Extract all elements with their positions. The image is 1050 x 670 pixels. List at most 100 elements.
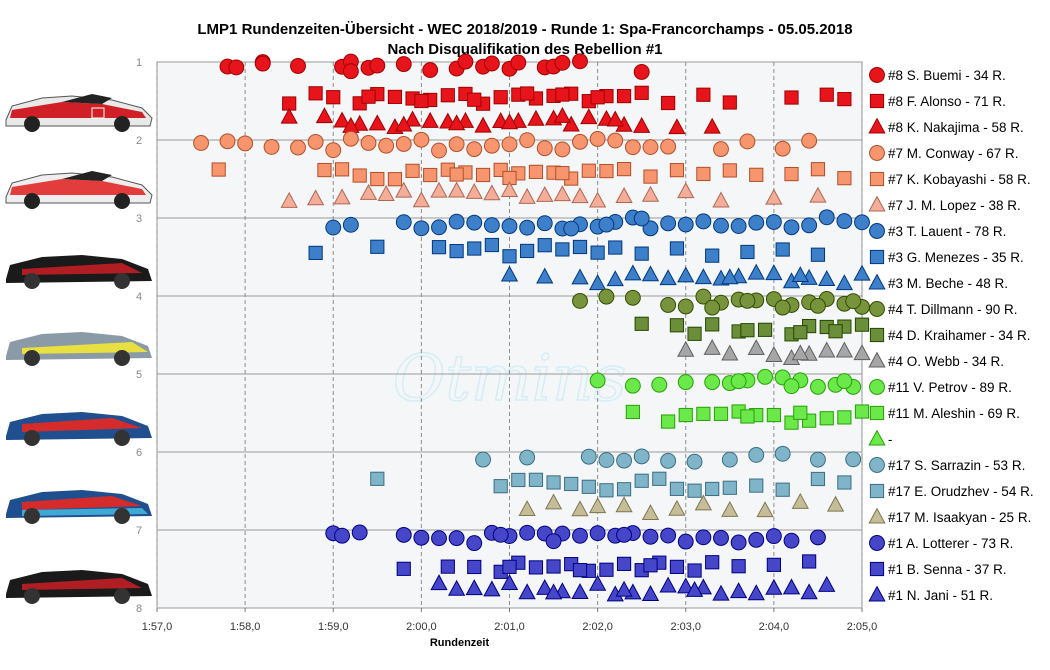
data-point <box>431 142 447 159</box>
data-point <box>801 132 818 149</box>
legend-label: - <box>888 431 893 447</box>
data-point <box>677 340 695 357</box>
legend-label: #4 D. Kraihamer - 34 R. <box>888 327 1031 343</box>
data-point <box>685 580 704 597</box>
data-point <box>828 324 843 339</box>
legend-marker <box>869 561 885 577</box>
data-point <box>730 373 747 390</box>
toyota-7-car-image <box>5 171 153 209</box>
legend-marker-icon <box>868 118 886 134</box>
data-point <box>677 533 694 550</box>
data-point <box>782 578 801 595</box>
data-point <box>660 297 677 313</box>
data-point <box>237 135 254 152</box>
data-point <box>483 137 500 154</box>
data-point <box>722 163 737 178</box>
data-point <box>651 376 668 393</box>
data-point <box>414 93 429 109</box>
data-point <box>325 219 342 236</box>
data-point <box>696 406 711 421</box>
data-point <box>571 583 589 599</box>
data-point <box>633 64 650 80</box>
data-point <box>669 163 685 178</box>
data-point <box>457 53 474 70</box>
data-point <box>395 214 412 231</box>
data-point <box>826 495 845 512</box>
y-tick-label: 1 <box>136 57 142 69</box>
data-point <box>809 378 826 395</box>
data-point <box>819 411 834 426</box>
data-point <box>686 453 703 470</box>
legend-item: #17 M. Isaakyan - 25 R. <box>868 504 1050 530</box>
data-point <box>660 527 677 544</box>
legend-marker-icon <box>869 223 885 239</box>
legend-marker <box>868 274 886 290</box>
data-point <box>361 89 376 104</box>
legend-marker <box>868 586 886 602</box>
data-point <box>528 560 544 575</box>
data-point <box>677 266 695 283</box>
data-point <box>588 497 607 514</box>
y-tick-label: 7 <box>136 525 142 537</box>
legend-marker-icon <box>869 457 885 473</box>
data-point <box>572 563 588 578</box>
data-point <box>641 584 660 601</box>
data-point <box>431 530 447 547</box>
data-point <box>766 557 781 572</box>
data-point <box>387 89 403 105</box>
data-point <box>722 480 737 495</box>
data-point <box>519 219 536 236</box>
legend-marker-icon <box>869 379 885 395</box>
data-point <box>642 220 659 237</box>
data-point <box>475 167 491 183</box>
data-point <box>430 574 448 591</box>
data-point <box>412 191 431 208</box>
data-point <box>669 318 685 333</box>
data-point <box>536 267 554 284</box>
smp-11-car-image <box>6 412 152 446</box>
legend-label: #11 V. Petrov - 89 R. <box>888 379 1012 395</box>
data-point <box>652 471 667 486</box>
data-point <box>669 241 685 256</box>
data-point <box>661 414 676 429</box>
data-point <box>334 527 351 544</box>
data-point <box>440 559 455 574</box>
data-point <box>502 559 517 574</box>
data-point <box>572 292 588 309</box>
data-point <box>800 583 818 600</box>
data-point <box>378 137 395 154</box>
data-point <box>555 87 570 102</box>
data-point <box>705 555 720 570</box>
data-point <box>520 86 535 101</box>
data-point <box>555 242 570 257</box>
data-point <box>616 162 632 177</box>
data-point <box>643 169 658 184</box>
data-point <box>748 446 765 463</box>
data-point <box>775 242 790 257</box>
data-point <box>730 534 747 551</box>
legend-label: #8 F. Alonso - 71 R. <box>888 93 1006 109</box>
data-point <box>606 110 624 127</box>
data-point <box>721 344 739 361</box>
legend-item: #1 A. Lotterer - 73 R. <box>868 530 1050 556</box>
data-point <box>837 92 852 107</box>
data-point <box>729 582 748 599</box>
data-point <box>484 237 499 253</box>
chart-subtitle: Nach Disqualifikation des Rebellion #1 <box>387 41 663 58</box>
data-point <box>290 58 306 74</box>
data-point <box>661 95 676 111</box>
data-point <box>633 448 650 465</box>
data-point <box>571 268 589 285</box>
data-point <box>475 451 492 468</box>
data-point <box>695 213 712 230</box>
legend-marker-icon <box>868 430 886 446</box>
data-point <box>219 133 236 150</box>
data-point <box>659 576 677 593</box>
data-point <box>280 191 298 208</box>
legend-marker <box>869 145 885 161</box>
data-point <box>642 528 659 545</box>
x-tick-label: 2:00,0 <box>406 621 437 633</box>
data-point <box>791 266 809 283</box>
data-point <box>845 293 862 310</box>
y-tick-label: 4 <box>136 291 142 303</box>
